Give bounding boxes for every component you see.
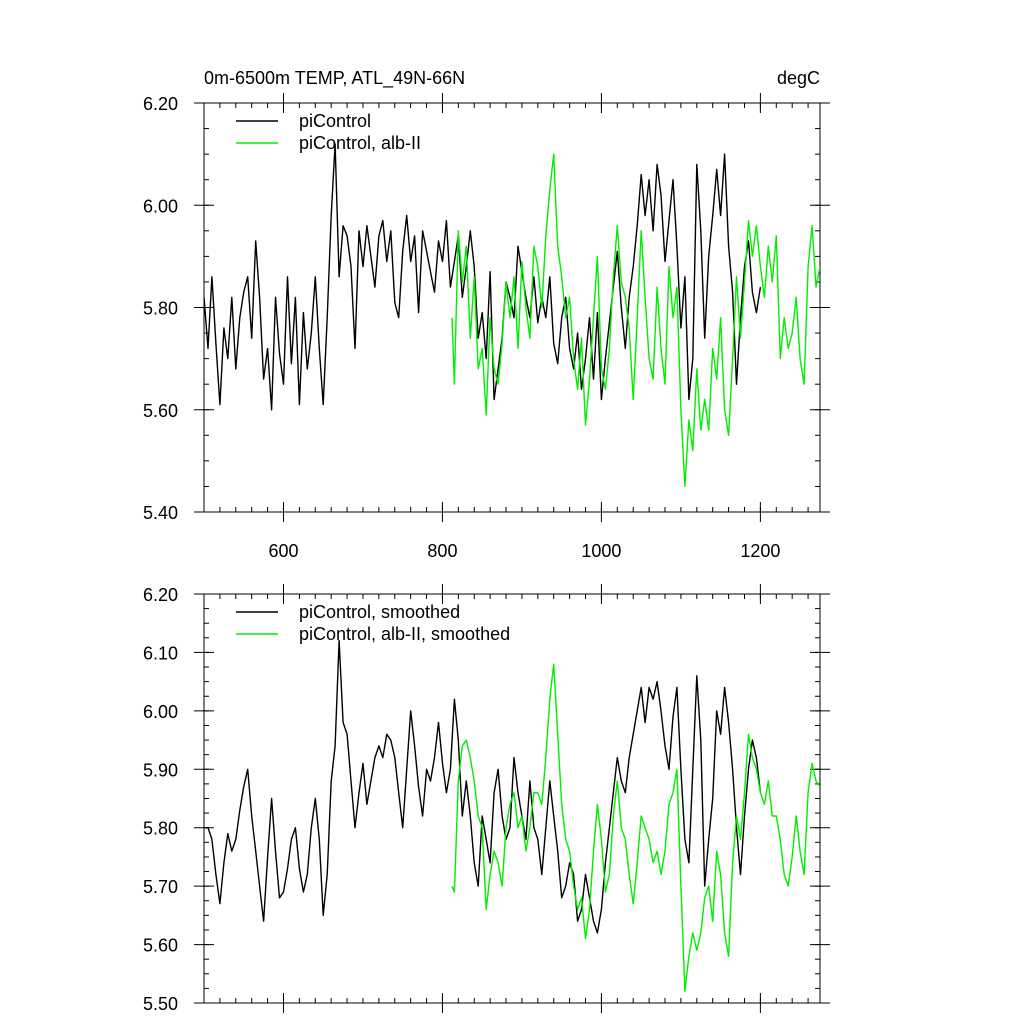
y-tick-label: 5.90 bbox=[143, 760, 178, 780]
top-panel: 600 800 1000 1200 5.40 5.60 5.80 6.00 6.20 piCont… bbox=[143, 93, 830, 561]
legend-label: piControl bbox=[299, 111, 371, 131]
y-tick-label: 6.20 bbox=[143, 585, 178, 605]
y-tick-label: 5.60 bbox=[143, 936, 178, 956]
bottom-panel: 5.50 5.60 5.70 5.80 5.90 6.00 6.10 6.20 piContro… bbox=[143, 584, 830, 1014]
series-line-2 bbox=[451, 153, 820, 488]
y-tick-label: 6.00 bbox=[143, 196, 178, 216]
chart-units: degC bbox=[777, 68, 820, 88]
y-tick-label: 5.80 bbox=[143, 299, 178, 319]
y-tick-label: 5.60 bbox=[143, 401, 178, 421]
y-tick-label: 5.50 bbox=[143, 994, 178, 1014]
y-tick-label: 5.70 bbox=[143, 877, 178, 897]
y-tick-label: 5.40 bbox=[143, 503, 178, 523]
x-tick-label: 1200 bbox=[740, 541, 780, 561]
y-tick-label: 6.10 bbox=[143, 643, 178, 663]
series-line-1 bbox=[204, 640, 762, 934]
series-line-2 bbox=[451, 663, 820, 992]
series-line-1 bbox=[204, 143, 762, 411]
x-tick-label: 600 bbox=[268, 541, 298, 561]
legend-label: piControl, alb-II bbox=[299, 133, 421, 153]
y-tick-label: 6.20 bbox=[143, 94, 178, 114]
x-tick-label: 1000 bbox=[581, 541, 621, 561]
legend-label: piControl, smoothed bbox=[299, 602, 460, 622]
legend-label: piControl, alb-II, smoothed bbox=[299, 624, 510, 644]
y-tick-label: 6.00 bbox=[143, 702, 178, 722]
y-tick-label: 5.80 bbox=[143, 819, 178, 839]
chart-title: 0m-6500m TEMP, ATL_49N-66N bbox=[204, 68, 465, 89]
x-tick-label: 800 bbox=[427, 541, 457, 561]
